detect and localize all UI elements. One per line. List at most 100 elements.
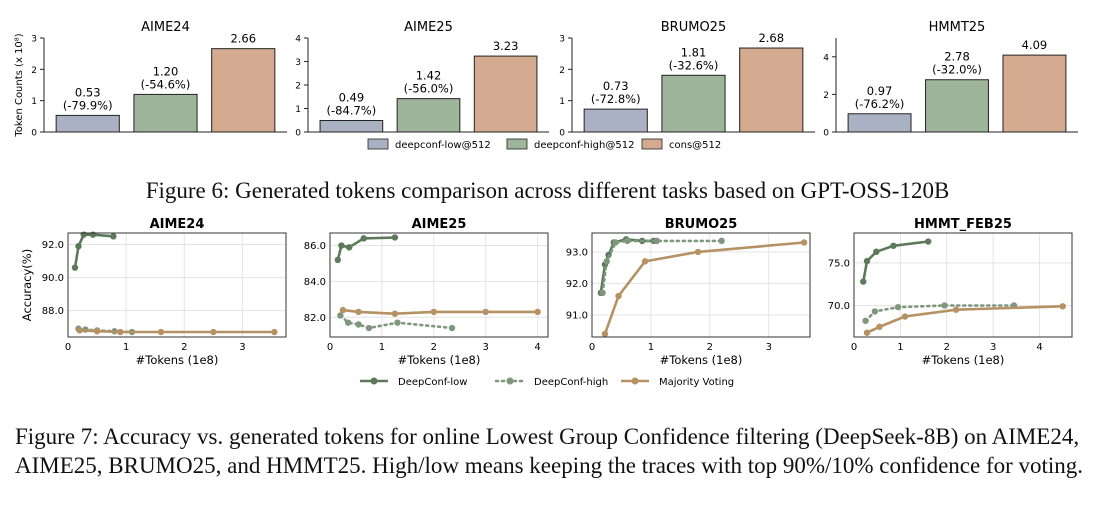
bar-pct-label: (-32.0%) [932, 63, 982, 77]
x-axis-label: #Tokens (1e8) [398, 353, 481, 367]
plot-frame [591, 232, 811, 338]
data-point [612, 239, 619, 246]
line-chart-title: BRUMO25 [665, 217, 738, 232]
figure-6-caption: Figure 6: Generated tokens comparison ac… [145, 178, 950, 203]
bar [473, 55, 538, 133]
data-point [482, 308, 489, 316]
data-point [694, 248, 702, 256]
y-tick-label: 92.0 [42, 240, 64, 251]
data-point [71, 264, 79, 271]
data-point [873, 248, 880, 255]
y-tick-label: 86.0 [304, 241, 326, 252]
data-point [901, 313, 909, 320]
y-tick-label: 93.0 [566, 247, 588, 258]
legend-marker [631, 377, 639, 385]
x-tick-label: 2 [944, 342, 950, 353]
data-point [860, 278, 867, 285]
data-point [339, 306, 347, 314]
y-tick-label: 75.0 [828, 258, 850, 269]
data-point [344, 319, 352, 326]
legend-label: deepconf-high@512 [534, 140, 634, 151]
data-point [355, 308, 362, 316]
x-tick-label: 4 [534, 342, 540, 353]
y-tick-label: 70.0 [828, 301, 850, 312]
line-y-axis-label: Accuracy(%) [20, 249, 34, 321]
bar [847, 113, 912, 133]
bar [55, 114, 120, 133]
y-tick-label: 84.0 [304, 277, 326, 288]
figure-7-caption: Figure 7: Accuracy vs. generated tokens … [15, 424, 1084, 478]
bar-value-label: 0.49 [339, 90, 365, 104]
data-point [93, 328, 101, 335]
data-point [871, 308, 879, 315]
y-tick-label: 4 [295, 35, 301, 45]
data-point [1059, 303, 1066, 310]
x-tick-label: 1 [897, 342, 903, 353]
bar-chart-title: HMMT25 [929, 20, 986, 35]
y-tick-label: 1 [295, 105, 301, 115]
bar-pct-label: (-79.9%) [63, 98, 113, 112]
y-tick-label: 2 [31, 66, 37, 76]
bar-pct-label: (-54.6%) [141, 77, 191, 91]
bar-y-axis-label: Token Counts (x 10⁸) [14, 33, 25, 137]
x-tick-label: 3 [483, 342, 489, 353]
data-point [603, 258, 610, 265]
line-chart-title: HMMT_FEB25 [914, 217, 1012, 232]
y-tick-label: 3 [559, 35, 565, 45]
data-point [430, 308, 438, 316]
plot-frame [329, 232, 549, 338]
y-tick-label: 0 [823, 129, 829, 139]
y-tick-label: 91.0 [566, 310, 588, 321]
data-point [346, 244, 353, 251]
bar [739, 47, 804, 133]
bar-value-label: 2.68 [758, 31, 784, 45]
bar-value-label: 1.81 [681, 45, 707, 59]
x-tick-label: 2 [431, 342, 437, 353]
y-tick-label: 90.0 [42, 273, 64, 284]
data-point [337, 312, 344, 319]
data-point [890, 242, 897, 249]
data-point [89, 231, 97, 238]
y-tick-label: 88.0 [42, 306, 64, 317]
x-tick-label: 3 [990, 342, 996, 353]
bar-value-label: 4.09 [1022, 38, 1048, 52]
data-point [338, 242, 345, 249]
data-point [75, 243, 82, 250]
bar-value-label: 2.66 [230, 32, 256, 46]
line-chart-title: AIME25 [412, 217, 467, 232]
x-tick-label: 3 [239, 342, 245, 353]
data-point [641, 258, 649, 265]
legend-swatch [641, 138, 663, 150]
bar-value-label: 0.73 [603, 79, 629, 93]
data-point [863, 257, 871, 265]
bar [133, 93, 198, 133]
x-axis-label: #Tokens (1e8) [136, 353, 219, 367]
data-point [894, 303, 902, 311]
data-point [76, 327, 83, 334]
y-tick-label: 2 [559, 66, 565, 76]
y-tick-label: 92.0 [566, 279, 588, 290]
y-tick-label: 4 [823, 53, 829, 63]
bar [661, 74, 726, 133]
data-point [925, 238, 932, 245]
y-tick-label: 0 [559, 129, 565, 139]
bar-value-label: 0.97 [867, 84, 893, 98]
x-tick-label: 0 [327, 342, 333, 353]
data-point [862, 317, 869, 325]
data-point [157, 328, 165, 336]
data-point [718, 237, 725, 245]
data-point [391, 310, 399, 317]
plot-frame [67, 232, 287, 338]
bar-pct-label: (-72.8%) [591, 92, 641, 106]
x-tick-label: 2 [707, 342, 713, 353]
data-point [952, 306, 960, 313]
bar [1002, 54, 1067, 133]
bar [211, 48, 276, 133]
data-point [448, 324, 456, 332]
bar-value-label: 0.53 [75, 85, 101, 99]
plot-frame [853, 232, 1073, 338]
x-tick-label: 2 [181, 342, 187, 353]
legend-label: DeepConf-low [398, 377, 467, 388]
x-tick-label: 3 [766, 342, 772, 353]
